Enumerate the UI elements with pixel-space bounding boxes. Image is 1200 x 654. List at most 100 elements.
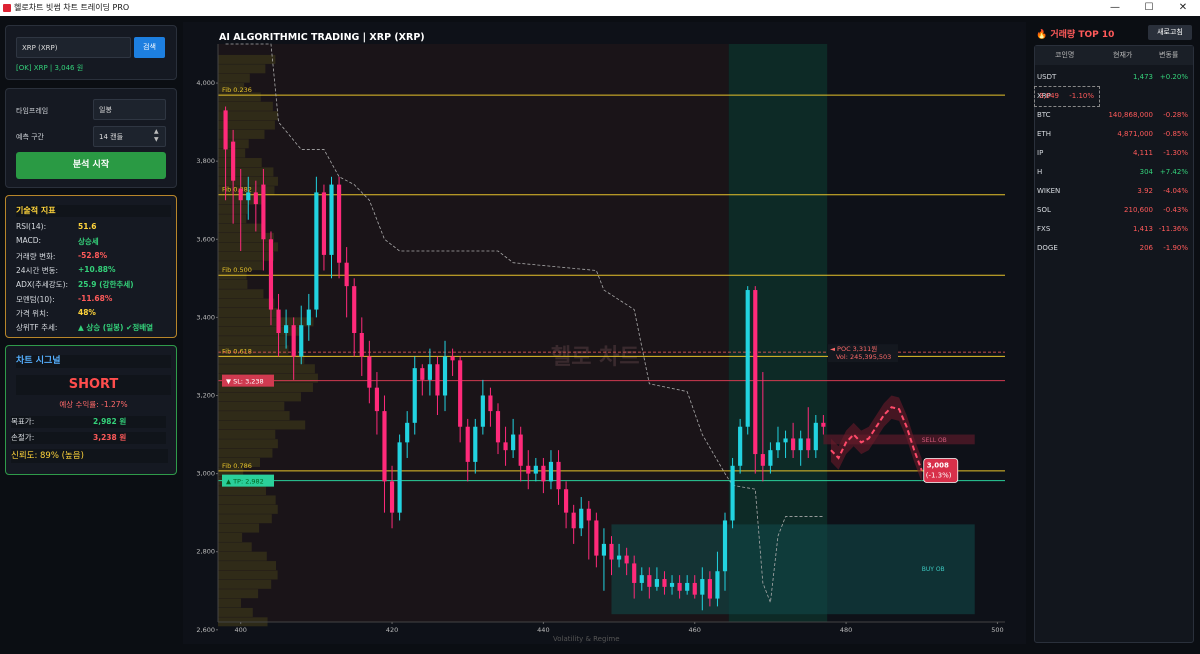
candle-body <box>261 184 266 240</box>
ranking-change: +7.42% <box>1159 168 1188 176</box>
forecast-pct-label: (-1.3%) <box>926 471 952 479</box>
spin-arrows-icon[interactable]: ▲ ▼ <box>154 128 159 143</box>
signal-panel: 차트 시그널 SHORT 예상 수익률: -1.27% 목표가: 2,982 원 … <box>5 345 177 475</box>
fib-label: Fib 0.500 <box>222 266 252 274</box>
candle-body <box>707 579 712 599</box>
volume-profile-bar <box>218 289 264 299</box>
watermark-text: 헬로 차트 <box>551 345 640 370</box>
ranking-price: 3,049 <box>1038 92 1059 100</box>
ranking-row[interactable]: DOGE 206 -1.90% <box>1035 239 1193 258</box>
buy-ob-label: BUY OB <box>922 566 945 573</box>
app-icon <box>3 4 11 12</box>
volume-profile-bar <box>218 233 274 243</box>
x-tick-label: 440 <box>537 626 549 634</box>
ranking-row[interactable]: XRP 3,049 -1.10% <box>1034 86 1100 107</box>
ranking-table: 코인명 현재가 변동률 USDT 1,473 +0.20% XRP 3,049 -1.10… <box>1034 45 1194 643</box>
ranking-price: 3.92 <box>1137 187 1153 195</box>
x-tick-label: 480 <box>840 626 852 634</box>
indicator-key: 상위TF 추세: <box>16 323 58 333</box>
volume-profile-bar <box>218 64 266 74</box>
ranking-change: -11.36% <box>1158 225 1188 233</box>
ranking-price: 304 <box>1139 168 1153 176</box>
refresh-button[interactable]: 새로고침 <box>1148 25 1192 40</box>
volume-profile-bar <box>218 345 289 355</box>
volume-profile-bar <box>218 579 272 589</box>
ranking-row[interactable]: SOL 210,600 -0.43% <box>1035 201 1193 220</box>
chart-svg: BUY OB SELL OB 헬로 차트 Fib 0.236 Fib 0.382 Fib … <box>196 32 1005 643</box>
window-title: 헬로차트 빗썸 차트 트레이딩 PRO <box>14 3 130 12</box>
ranking-change: -0.85% <box>1163 130 1188 138</box>
ranking-row[interactable]: ETH 4,871,000 -0.85% <box>1035 125 1193 144</box>
ranking-row[interactable]: WIKEN 3.92 -4.04% <box>1035 182 1193 201</box>
volume-profile-bar <box>218 589 259 599</box>
range-spinbox[interactable]: 14 캔들 <box>93 126 166 147</box>
fib-label: Fib 0.618 <box>222 347 252 355</box>
candle-body <box>700 579 705 595</box>
ranking-row[interactable]: USDT 1,473 +0.20% <box>1035 68 1193 87</box>
ranking-header: 코인명 현재가 변동률 <box>1035 46 1193 65</box>
maximize-icon[interactable]: ☐ <box>1144 2 1154 13</box>
candle-body <box>253 192 258 205</box>
candle-body <box>518 434 523 466</box>
indicator-value: -52.8% <box>78 250 108 260</box>
candle-body <box>813 422 818 451</box>
search-button[interactable]: 검색 <box>134 37 165 58</box>
volume-profile-bar <box>218 308 278 318</box>
indicator-key: 24시간 변동: <box>16 265 59 275</box>
start-analysis-button[interactable]: 분석 시작 <box>16 152 166 179</box>
buy-ob-zone <box>611 524 975 615</box>
confidence-text: 신뢰도: 89% (높음) <box>11 449 168 463</box>
sl-label: ▼ SL: 3,238 <box>226 378 264 386</box>
indicator-row: ADX(추세강도): 25.9 (강한추세) <box>16 279 171 291</box>
volume-profile-bar <box>218 167 274 177</box>
coin-search-input[interactable]: XRP (XRP) <box>16 37 131 58</box>
candle-body <box>299 325 304 357</box>
ranking-row[interactable]: IP 4,111 -1.30% <box>1035 144 1193 163</box>
indicator-row: RSI(14): 51.6 <box>16 222 171 234</box>
candle-body <box>231 141 236 181</box>
settings-panel: 타임프레임 일봉 예측 구간 14 캔들 ▲ ▼ 분석 시작 <box>5 88 177 188</box>
volume-profile-bar <box>218 570 278 580</box>
volume-profile-bar <box>218 92 261 102</box>
candle-body <box>374 387 379 412</box>
volume-profile-bar <box>218 532 243 542</box>
price-chart[interactable]: BUY OB SELL OB 헬로 차트 Fib 0.236 Fib 0.382 Fib … <box>183 22 1026 644</box>
timeframe-select[interactable]: 일봉 <box>93 99 166 120</box>
candle-body <box>738 426 743 466</box>
candle-body <box>276 309 281 333</box>
ranking-row[interactable]: H 304 +7.42% <box>1035 163 1193 182</box>
candle-body <box>329 184 334 255</box>
top10-title-text: 거래량 TOP 10 <box>1050 30 1115 40</box>
indicator-value: 48% <box>78 307 96 317</box>
ranking-change: +0.20% <box>1159 73 1188 81</box>
candle-body <box>753 290 758 455</box>
indicator-row: 모멘텀(10): -11.68% <box>16 294 171 306</box>
ranking-change: -0.43% <box>1163 206 1188 214</box>
ranking-coin: FXS <box>1037 225 1051 233</box>
candle-body <box>352 286 357 333</box>
indicator-value: 상승세 <box>78 237 99 247</box>
indicator-title: 기술적 지표 <box>16 205 171 217</box>
search-status: [OK] XRP | 3,046 원 <box>16 64 84 72</box>
candle-body <box>533 465 538 474</box>
candle-body <box>564 489 569 513</box>
candle-body <box>389 481 395 513</box>
close-icon[interactable]: ✕ <box>1178 2 1188 13</box>
ranking-row[interactable]: FXS 1,413 -11.36% <box>1035 220 1193 239</box>
fib-label: Fib 0.236 <box>222 86 252 94</box>
candle-body <box>495 411 501 443</box>
volume-profile-bar <box>218 120 275 130</box>
ranking-coin: H <box>1037 168 1043 176</box>
candle-body <box>397 442 402 513</box>
volume-profile-bar <box>218 598 241 608</box>
col-change: 변동률 <box>1159 51 1179 59</box>
y-tick-label: 2,800 <box>196 548 215 556</box>
chart-title: AI ALGORITHMIC TRADING | XRP (XRP) <box>219 32 425 43</box>
ranking-row[interactable]: BTC 140,868,000 -0.28% <box>1035 106 1193 125</box>
minimize-icon[interactable]: — <box>1110 2 1120 13</box>
indicator-key: MACD: <box>16 236 42 246</box>
volume-profile-bar <box>218 382 313 392</box>
volume-profile-bar <box>218 551 267 561</box>
signal-direction: SHORT <box>16 375 171 395</box>
ranking-price: 206 <box>1139 244 1153 252</box>
